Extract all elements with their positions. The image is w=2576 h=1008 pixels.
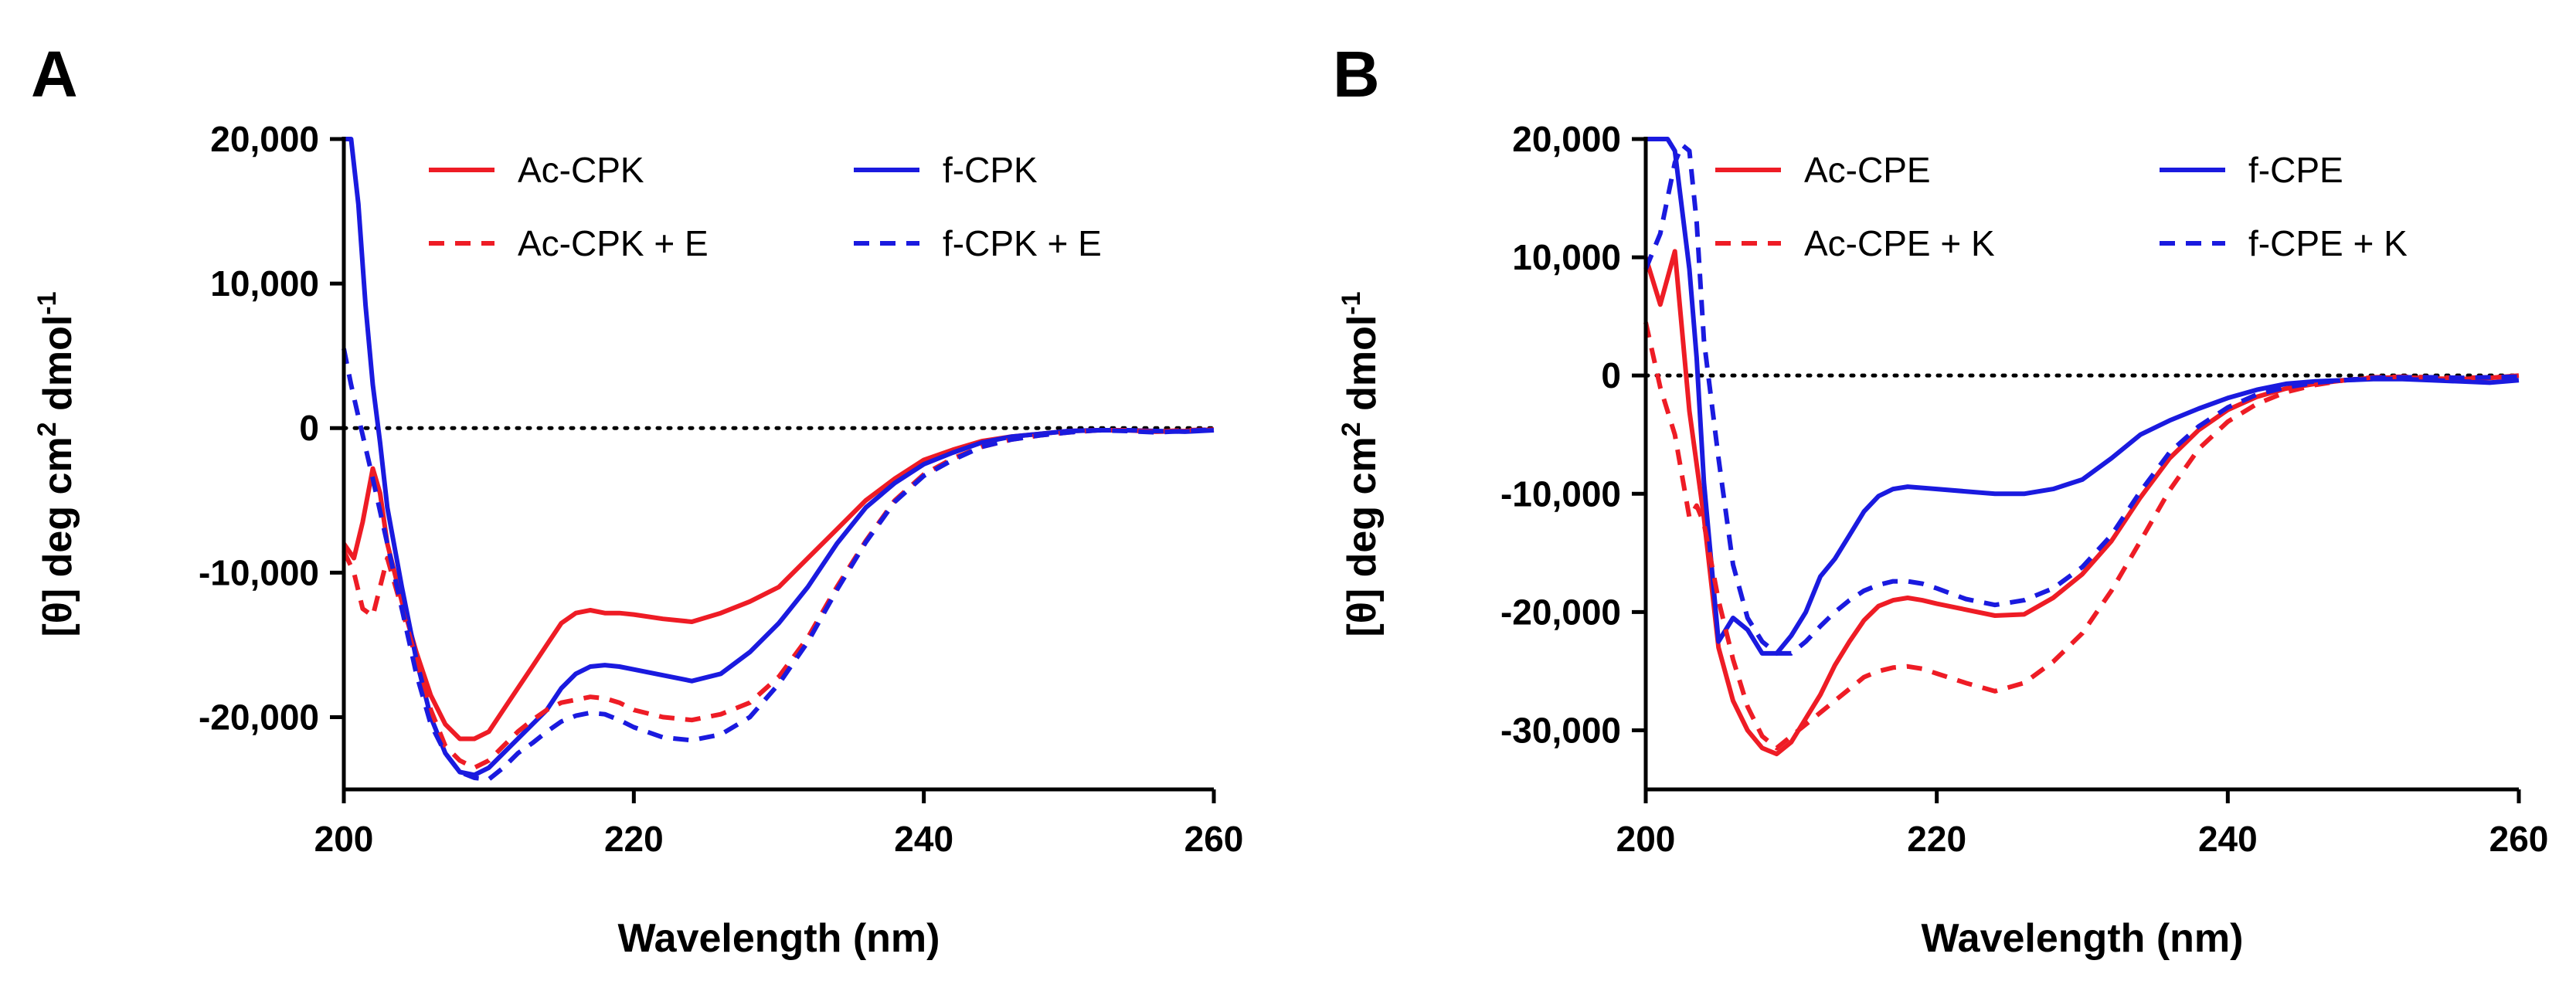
legend-label: f-CPE xyxy=(2248,150,2343,190)
y-tick-label: 10,000 xyxy=(1512,237,1621,277)
x-axis-title: Wavelength (nm) xyxy=(1922,916,2244,961)
y-tick-label: -10,000 xyxy=(1500,473,1621,514)
y-axis-title-superscript: 2 xyxy=(32,422,62,436)
legend-label: f-CPK xyxy=(943,150,1038,190)
series-group xyxy=(342,137,1215,782)
legend-label: f-CPK + E xyxy=(943,223,1102,263)
legend-label: Ac-CPE + K xyxy=(1804,223,1995,263)
y-axis-title-superscript: 2 xyxy=(1337,422,1366,436)
series-line-f-cpe xyxy=(1646,137,2520,656)
y-tick-label: 20,000 xyxy=(210,119,319,159)
x-tick-label: 240 xyxy=(2198,819,2258,859)
y-tick-label: -10,000 xyxy=(199,552,319,592)
x-tick-label: 260 xyxy=(1184,819,1244,859)
y-tick-label: -30,000 xyxy=(1500,710,1621,750)
y-axis-title-main: [θ] deg cm xyxy=(36,436,80,636)
y-tick-label: -20,000 xyxy=(1500,592,1621,632)
y-axis-title-unit: dmol xyxy=(36,315,80,423)
x-tick-label: 220 xyxy=(604,819,664,859)
y-tick-label: 0 xyxy=(299,408,319,448)
x-tick-label: 260 xyxy=(2489,819,2549,859)
x-tick-label: 240 xyxy=(894,819,953,859)
y-axis-title-superscript: -1 xyxy=(1337,291,1366,314)
series-line-f-cpe-k xyxy=(1643,142,2520,656)
x-tick-label: 200 xyxy=(314,819,374,859)
x-tick-label: 200 xyxy=(1616,819,1676,859)
y-axis-title-unit: dmol xyxy=(1340,315,1385,423)
y-tick-label: 10,000 xyxy=(210,263,319,304)
y-axis-title: [θ] deg cm2 dmol-1 xyxy=(1337,291,1385,636)
x-tick-label: 220 xyxy=(1907,819,1966,859)
x-axis-title: Wavelength (nm) xyxy=(618,916,940,961)
series-line-f-cpk xyxy=(344,137,1215,778)
panel-b: B 200 220 240 260 20,000 10,000 0 -10,000 -20,000… xyxy=(1333,38,2548,961)
panel-label: A xyxy=(31,38,78,110)
legend-label: Ac-CPK + E xyxy=(518,223,709,263)
panel-label: B xyxy=(1333,38,1380,110)
series-line-f-cpk-e xyxy=(342,348,1215,782)
legend-label: Ac-CPE xyxy=(1804,150,1931,190)
y-tick-label: -20,000 xyxy=(199,697,319,737)
y-tick-label: 20,000 xyxy=(1512,119,1621,159)
legend-label: f-CPE + K xyxy=(2248,223,2408,263)
legend-label: Ac-CPK xyxy=(518,150,644,190)
panel-a: A 200 220 240 260 20,000 10,000 0 -10,000 -20,000… xyxy=(31,38,1243,961)
legend: Ac-CPE f-CPE Ac-CPE + K f-CPE + K xyxy=(1715,150,2408,263)
series-group xyxy=(1643,137,2520,757)
y-axis-title-superscript: -1 xyxy=(32,291,62,314)
y-tick-label: 0 xyxy=(1601,355,1621,395)
y-axis-title: [θ] deg cm2 dmol-1 xyxy=(32,291,80,636)
legend: Ac-CPK f-CPK Ac-CPK + E f-CPK + E xyxy=(429,150,1102,263)
y-axis-title-main: [θ] deg cm xyxy=(1340,436,1385,636)
